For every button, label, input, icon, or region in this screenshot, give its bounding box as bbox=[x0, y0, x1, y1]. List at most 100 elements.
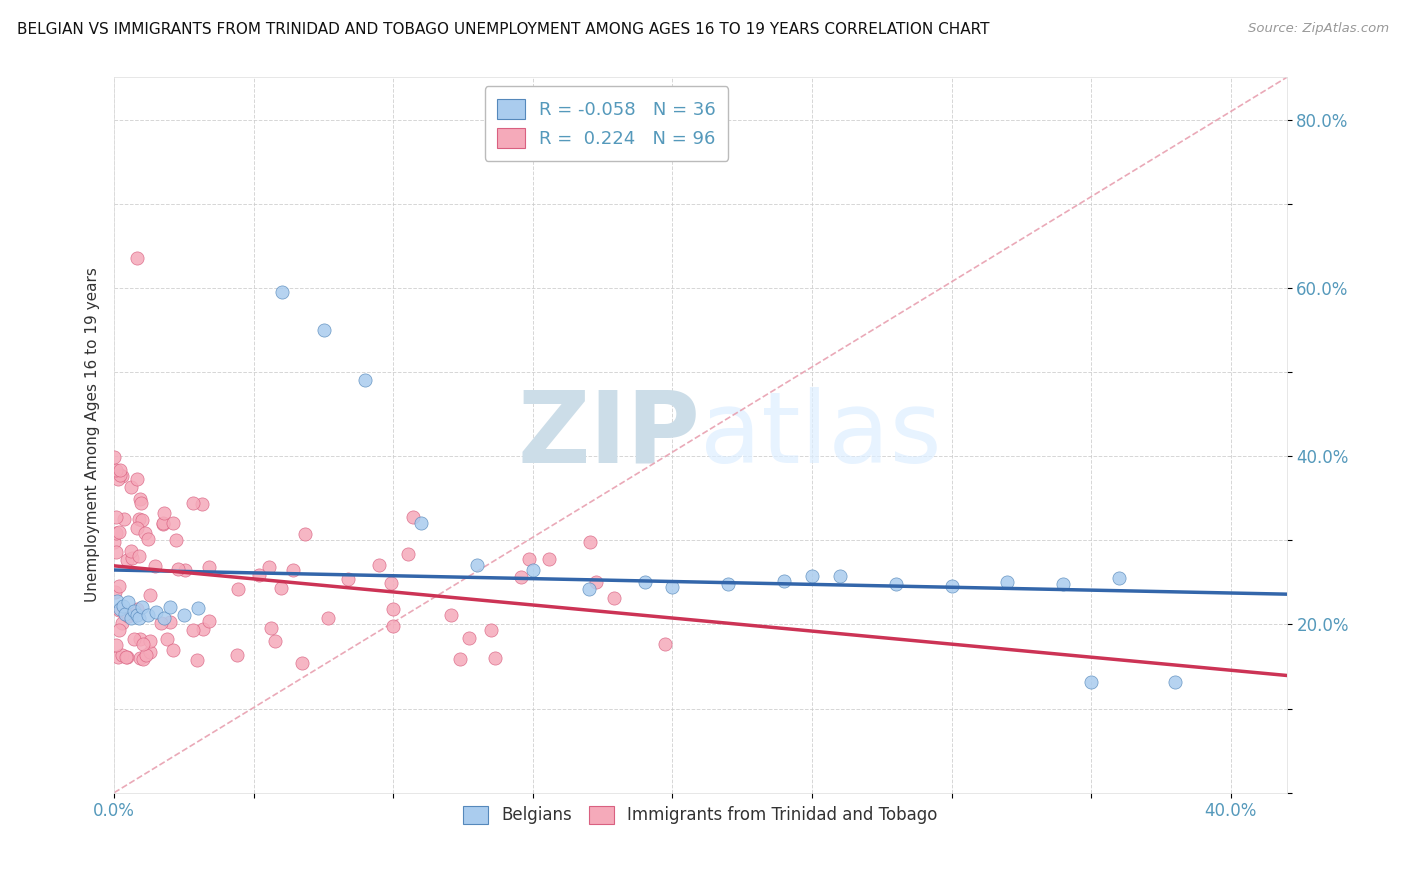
Point bbox=[337, 572, 360, 586]
Point bbox=[1052, 577, 1074, 591]
Point bbox=[152, 517, 174, 532]
Point bbox=[128, 549, 150, 563]
Point bbox=[226, 648, 249, 663]
Point bbox=[129, 632, 152, 646]
Point bbox=[131, 512, 153, 526]
Point bbox=[125, 472, 148, 486]
Point bbox=[402, 509, 425, 524]
Point bbox=[264, 634, 287, 648]
Point bbox=[115, 650, 138, 665]
Point bbox=[128, 611, 150, 625]
Point bbox=[173, 608, 195, 623]
Text: atlas: atlas bbox=[700, 386, 942, 483]
Point bbox=[104, 526, 127, 541]
Point bbox=[114, 607, 136, 622]
Point bbox=[112, 511, 135, 525]
Point bbox=[257, 560, 280, 574]
Point bbox=[283, 562, 305, 576]
Point bbox=[135, 648, 157, 662]
Point bbox=[117, 608, 139, 623]
Point bbox=[107, 579, 129, 593]
Point bbox=[131, 652, 153, 666]
Point bbox=[111, 468, 134, 483]
Point bbox=[1080, 674, 1102, 689]
Point bbox=[270, 581, 292, 595]
Point bbox=[294, 527, 316, 541]
Point bbox=[131, 637, 153, 651]
Point bbox=[578, 582, 600, 596]
Point bbox=[153, 611, 176, 625]
Point bbox=[247, 568, 270, 582]
Point bbox=[941, 579, 963, 593]
Point bbox=[449, 651, 471, 665]
Point bbox=[162, 643, 184, 657]
Point bbox=[465, 558, 488, 573]
Point bbox=[108, 467, 131, 482]
Point bbox=[226, 582, 249, 596]
Point bbox=[111, 599, 134, 613]
Point bbox=[120, 481, 142, 495]
Point bbox=[115, 553, 138, 567]
Point bbox=[105, 463, 128, 477]
Point bbox=[150, 616, 173, 631]
Point bbox=[103, 450, 125, 464]
Point bbox=[115, 649, 138, 664]
Point bbox=[129, 492, 152, 507]
Point bbox=[260, 621, 283, 635]
Point bbox=[602, 591, 624, 605]
Point bbox=[380, 576, 402, 591]
Point bbox=[173, 563, 195, 577]
Point bbox=[108, 602, 131, 616]
Point bbox=[187, 600, 209, 615]
Point bbox=[159, 615, 181, 629]
Point bbox=[156, 632, 179, 646]
Point bbox=[484, 651, 506, 665]
Point bbox=[1164, 674, 1187, 689]
Point bbox=[139, 588, 162, 602]
Point bbox=[108, 603, 131, 617]
Point bbox=[120, 544, 142, 558]
Point bbox=[270, 285, 292, 299]
Point bbox=[134, 526, 156, 541]
Point bbox=[191, 622, 214, 636]
Point bbox=[181, 623, 204, 637]
Point bbox=[128, 512, 150, 526]
Point bbox=[290, 657, 312, 671]
Point bbox=[579, 535, 602, 549]
Point bbox=[129, 651, 152, 665]
Point bbox=[111, 616, 134, 631]
Point bbox=[458, 631, 481, 645]
Point bbox=[122, 604, 145, 618]
Point bbox=[104, 585, 127, 599]
Text: ZIP: ZIP bbox=[517, 386, 700, 483]
Point bbox=[191, 496, 214, 510]
Point bbox=[440, 607, 463, 622]
Point bbox=[131, 496, 153, 510]
Point bbox=[167, 562, 190, 576]
Point bbox=[773, 574, 796, 588]
Point bbox=[510, 570, 533, 584]
Point bbox=[136, 608, 159, 623]
Point bbox=[997, 575, 1019, 590]
Point bbox=[108, 525, 131, 540]
Point bbox=[143, 559, 166, 574]
Point bbox=[661, 580, 683, 594]
Point bbox=[633, 575, 655, 590]
Text: Source: ZipAtlas.com: Source: ZipAtlas.com bbox=[1249, 22, 1389, 36]
Point bbox=[396, 547, 419, 561]
Point bbox=[108, 624, 131, 638]
Point bbox=[654, 637, 676, 651]
Point bbox=[117, 595, 139, 609]
Point bbox=[884, 577, 907, 591]
Point bbox=[124, 632, 146, 646]
Point bbox=[316, 611, 339, 625]
Text: BELGIAN VS IMMIGRANTS FROM TRINIDAD AND TOBAGO UNEMPLOYMENT AMONG AGES 16 TO 19 : BELGIAN VS IMMIGRANTS FROM TRINIDAD AND … bbox=[17, 22, 990, 37]
Point bbox=[354, 373, 377, 387]
Point bbox=[136, 533, 159, 547]
Point bbox=[107, 472, 129, 486]
Point bbox=[368, 558, 391, 572]
Point bbox=[717, 577, 740, 591]
Legend: Belgians, Immigrants from Trinidad and Tobago: Belgians, Immigrants from Trinidad and T… bbox=[453, 796, 948, 834]
Point bbox=[165, 533, 187, 548]
Point bbox=[105, 544, 128, 558]
